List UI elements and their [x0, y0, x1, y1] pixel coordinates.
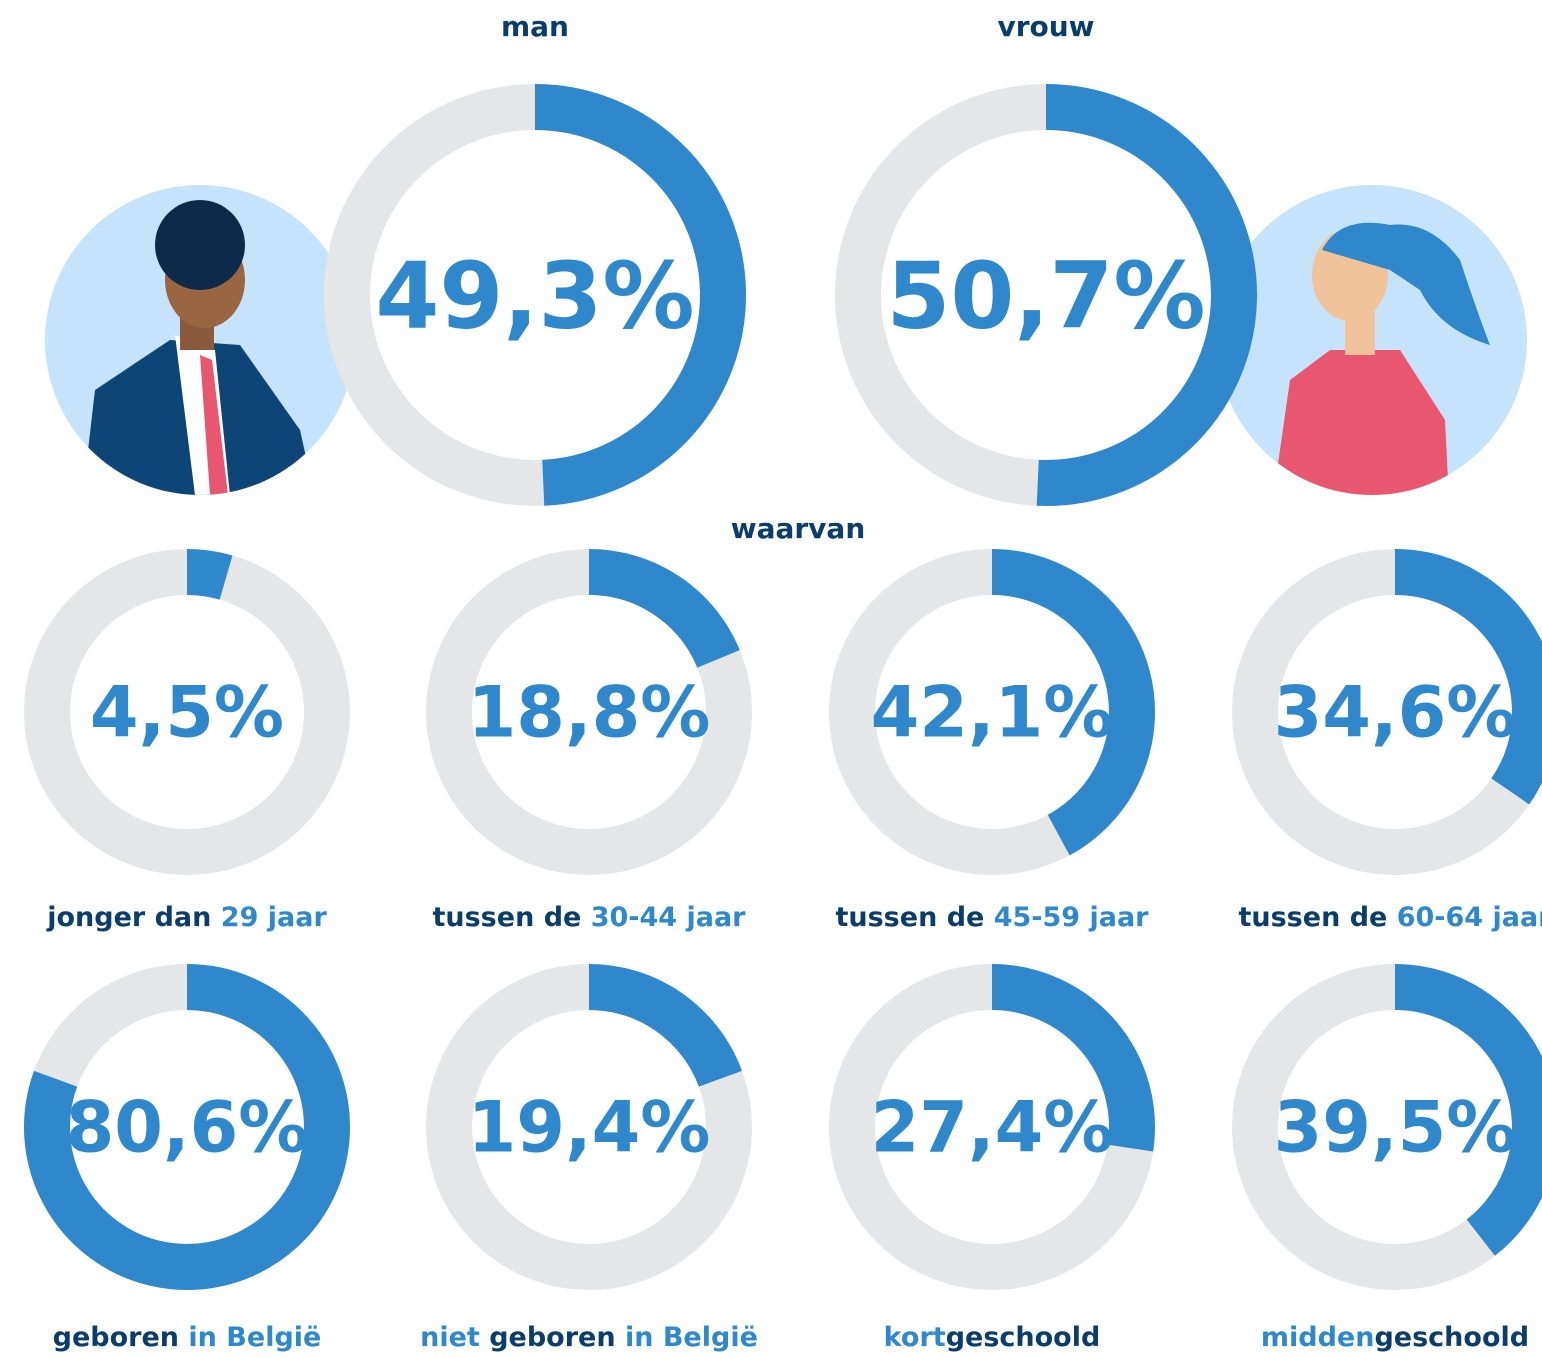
woman-avatar: [1217, 185, 1527, 495]
value-label: 18,8%: [468, 672, 711, 754]
donut-arc: [186, 549, 233, 600]
value-label: 19,4%: [468, 1087, 711, 1169]
donut-title: man: [501, 10, 569, 43]
value-label: 80,6%: [66, 1087, 309, 1169]
value-label: 49,3%: [375, 243, 694, 350]
label-part: 45-59 jaar: [994, 902, 1149, 933]
donut-label: tussen de 60-64 jaar: [1238, 902, 1542, 933]
label-part: tussen de: [1238, 902, 1396, 933]
donut-arc: [24, 964, 350, 1290]
value-label: 27,4%: [871, 1087, 1114, 1169]
donut-arc: [588, 964, 743, 1088]
label-part: in België: [188, 1322, 321, 1353]
label-part: tussen de: [835, 902, 993, 933]
donut-label: niet geboren in België: [420, 1322, 758, 1353]
value-label: 50,7%: [886, 243, 1205, 350]
donut-label: tussen de 30-44 jaar: [432, 902, 746, 933]
donut-label: jonger dan 29 jaar: [46, 902, 327, 933]
label-part: in België: [625, 1322, 758, 1353]
label-part: niet: [420, 1322, 489, 1353]
donut-label: middengeschoold: [1261, 1322, 1529, 1353]
label-part: midden: [1261, 1322, 1375, 1353]
donut-title: vrouw: [997, 10, 1094, 43]
man-avatar: [45, 185, 355, 495]
label-part: geboren: [489, 1322, 625, 1353]
label-part: geschoold: [946, 1322, 1101, 1353]
donut-arc: [534, 84, 746, 506]
label-part: 30-44 jaar: [591, 902, 746, 933]
value-label: 4,5%: [90, 672, 284, 754]
label-part: 60-64 jaar: [1397, 902, 1542, 933]
label-part: geschoold: [1374, 1322, 1529, 1353]
donut-label: kortgeschoold: [884, 1322, 1101, 1353]
donut-label: geboren in België: [53, 1322, 322, 1353]
value-label: 42,1%: [871, 672, 1114, 754]
donut-label: tussen de 45-59 jaar: [835, 902, 1149, 933]
donut-arc: [1394, 549, 1542, 805]
donut-arc: [1036, 84, 1257, 506]
value-label: 39,5%: [1274, 1087, 1517, 1169]
label-part: jonger dan: [46, 902, 221, 933]
label-part: 29 jaar: [221, 902, 328, 933]
heading: waarvan: [731, 512, 866, 545]
donut-arc: [991, 549, 1155, 856]
label-part: geboren: [53, 1322, 189, 1353]
donut-arc: [991, 964, 1155, 1152]
label-part: kort: [884, 1322, 946, 1353]
label-part: tussen de: [432, 902, 590, 933]
donut-arc: [588, 549, 740, 669]
value-label: 34,6%: [1274, 672, 1517, 754]
donut-arc: [1394, 964, 1542, 1256]
